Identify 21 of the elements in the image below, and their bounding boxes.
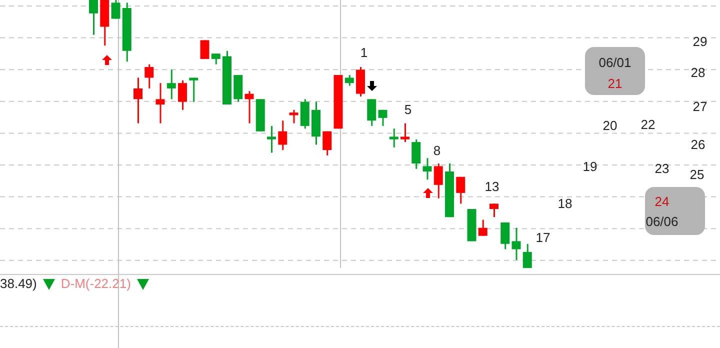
annotation: 13 [484, 179, 500, 195]
text: 28 [690, 65, 706, 81]
text: 21 [606, 76, 624, 92]
text: 19 [582, 159, 598, 175]
text: 24 [654, 194, 670, 210]
text: 26 [690, 137, 706, 153]
text: 20 [602, 118, 618, 134]
annotation: 1 [359, 45, 369, 61]
text: D-M(-22.21) [60, 276, 131, 291]
text: 23 [654, 161, 670, 176]
text: 06/01 [598, 55, 632, 71]
text: 29 [692, 34, 708, 50]
text: 38.49) [0, 276, 37, 291]
text: 25 [690, 167, 704, 182]
text: 06/06 [644, 214, 680, 230]
text: 18 [556, 196, 574, 212]
text: 22 [640, 117, 656, 133]
text: 17 [534, 230, 552, 246]
text: 27 [692, 99, 708, 115]
annotation: 5 [403, 102, 413, 118]
annotation: 8 [432, 143, 442, 159]
